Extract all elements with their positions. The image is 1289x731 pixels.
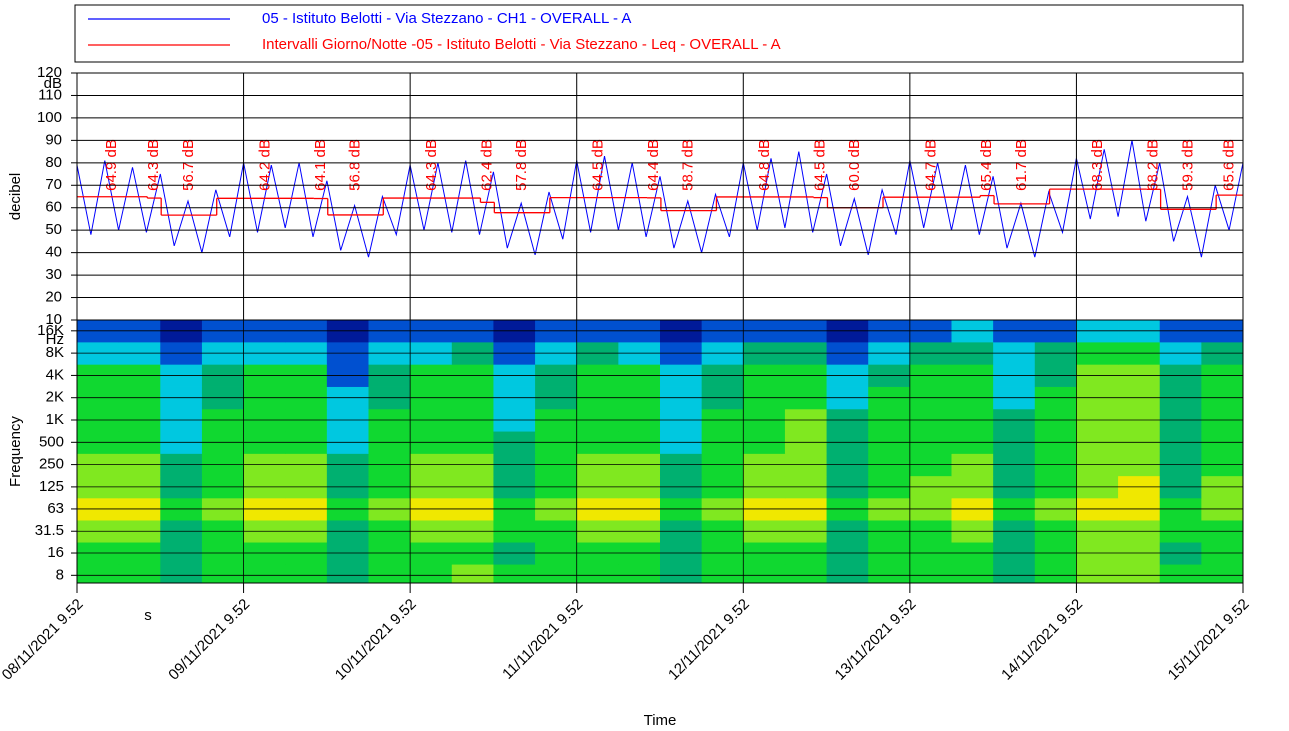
heat-cell: [451, 564, 494, 584]
heat-cell: [576, 564, 619, 584]
value-label: 68.3 dB: [1089, 139, 1106, 191]
y-tick-label: 10: [45, 311, 62, 328]
y-tick-label: 250: [39, 456, 64, 473]
heat-cell: [201, 564, 244, 584]
heat-cell: [909, 564, 952, 584]
heat-cell: [77, 564, 120, 584]
value-label: 65.4 dB: [978, 139, 995, 191]
y-tick-label: 90: [45, 131, 62, 148]
y-tick-label: 70: [45, 176, 62, 193]
x-tick-label: 09/11/2021 9.52: [165, 596, 253, 684]
value-label: 64.4 dB: [645, 139, 662, 191]
value-label: 68.2 dB: [1145, 139, 1162, 191]
y-tick-label: 40: [45, 244, 62, 261]
y-tick-label: 500: [39, 433, 64, 450]
y-unit: dB: [44, 75, 62, 92]
heat-cell: [868, 564, 911, 584]
y-tick-label: 100: [37, 109, 62, 126]
y-tick-label: 30: [45, 266, 62, 283]
x-tick-label: 13/11/2021 9.52: [832, 596, 920, 684]
heat-cell: [701, 564, 744, 584]
value-label: 60.0 dB: [846, 139, 863, 191]
y-tick-label: 4K: [46, 366, 64, 383]
y-tick-label: 63: [47, 500, 64, 517]
heat-cell: [1076, 564, 1119, 584]
heat-cell: [368, 564, 411, 584]
heat-cell: [243, 564, 286, 584]
heat-cell: [326, 564, 369, 584]
y-tick-label: 8K: [46, 344, 64, 361]
value-label: 64.5 dB: [812, 139, 829, 191]
heat-cell: [743, 564, 786, 584]
y-tick-label: 60: [45, 199, 62, 216]
heat-cell: [118, 564, 161, 584]
value-label: 59.3 dB: [1179, 139, 1196, 191]
y-tick-label: 2K: [46, 389, 64, 406]
y-unit: Hz: [46, 331, 64, 348]
value-label: 64.9 dB: [103, 139, 120, 191]
x-note: s: [144, 607, 152, 624]
x-tick-label: 14/11/2021 9.52: [998, 596, 1086, 684]
y-tick-label: 125: [39, 478, 64, 495]
y-tick-label: 120: [37, 64, 62, 81]
y-tick-label: 8: [56, 566, 64, 583]
heat-cell: [410, 564, 453, 584]
heat-cell: [951, 564, 994, 584]
y-axis-title: decibel: [7, 173, 24, 221]
value-label: 64.2 dB: [256, 139, 273, 191]
value-label: 62.4 dB: [478, 139, 495, 191]
value-label: 61.7 dB: [1013, 139, 1030, 191]
value-label: 64.8 dB: [756, 139, 773, 191]
heat-cell: [160, 564, 203, 584]
value-label: 56.7 dB: [180, 139, 197, 191]
x-tick-label: 12/11/2021 9.52: [665, 596, 753, 684]
y-tick-label: 110: [38, 86, 62, 103]
y-tick-label: 1K: [46, 411, 64, 428]
heat-cell: [535, 564, 578, 584]
plot-frame: [76, 319, 1244, 584]
plot-frame: [76, 72, 1244, 321]
heat-cell: [660, 564, 703, 584]
x-axis-title: Time: [644, 712, 677, 729]
value-label: 56.8 dB: [346, 139, 363, 191]
x-tick-label: 15/11/2021 9.52: [1165, 596, 1253, 684]
value-label: 58.7 dB: [680, 139, 697, 191]
value-label: 64.1 dB: [312, 139, 329, 191]
value-label: 64.7 dB: [923, 139, 940, 191]
legend-box: [74, 4, 1244, 63]
level-line: [76, 140, 1244, 258]
y-tick-label: 16K: [37, 322, 64, 339]
y-tick-label: 31.5: [35, 522, 64, 539]
heat-cell: [1118, 564, 1161, 584]
y-tick-label: 20: [45, 289, 62, 306]
x-tick-label: 11/11/2021 9.52: [499, 596, 586, 683]
legend-label: Intervalli Giorno/Notte -05 - Istituto B…: [262, 36, 781, 53]
legend-label: 05 - Istituto Belotti - Via Stezzano - C…: [262, 10, 631, 27]
x-tick-label: 08/11/2021 9.52: [0, 596, 87, 684]
y-tick-label: 50: [45, 221, 62, 238]
heat-cell: [826, 564, 869, 584]
y-tick-label: 16: [47, 544, 64, 561]
heat-cell: [618, 564, 661, 584]
value-label: 57.8 dB: [513, 139, 530, 191]
heat-cell: [1159, 564, 1202, 584]
heat-cell: [285, 564, 328, 584]
value-label: 64.3 dB: [145, 139, 162, 191]
value-label: 65.6 dB: [1221, 139, 1238, 191]
value-label: 64.3 dB: [423, 139, 440, 191]
heat-cell: [1201, 564, 1244, 584]
y-tick-label: 80: [45, 154, 62, 171]
heat-cell: [1034, 564, 1077, 584]
y-axis-title: Frequency: [7, 416, 24, 487]
value-label: 64.5 dB: [589, 139, 606, 191]
x-tick-label: 10/11/2021 9.52: [332, 596, 420, 684]
heat-cell: [784, 564, 827, 584]
heat-cell: [493, 564, 536, 584]
heat-cell: [993, 564, 1036, 584]
